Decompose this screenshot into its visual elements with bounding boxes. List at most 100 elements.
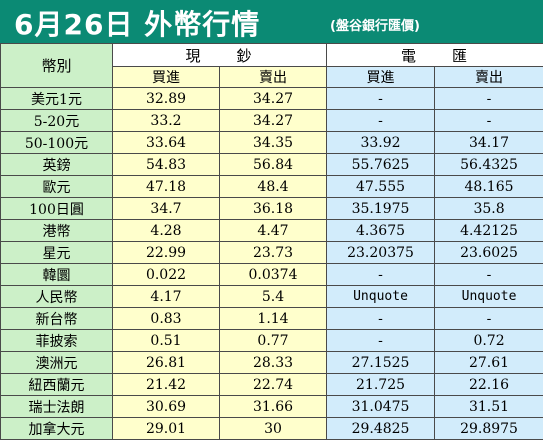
- cash-sell-value: 28.33: [218, 351, 328, 374]
- currency-name: 韓圜: [0, 263, 113, 286]
- wire-buy-value: 21.725: [326, 373, 436, 396]
- cash-sell-value: 23.73: [218, 241, 328, 264]
- wire-sell-value: 56.4325: [434, 153, 543, 176]
- cash-sell-value: 36.18: [218, 197, 328, 220]
- table-row: 英鎊 54.83 56.84 55.7625 56.4325: [0, 153, 543, 176]
- cash-sell-value: 1.14: [218, 307, 328, 330]
- wire-sell-value: Unquote: [434, 285, 543, 308]
- wire-buy-value: -: [326, 307, 436, 330]
- currency-header: 幣別: [0, 43, 113, 88]
- wire-buy-value: 27.1525: [326, 351, 436, 374]
- cash-buy-value: 30.69: [112, 395, 220, 418]
- cash-header: 現 鈔: [111, 43, 328, 67]
- wire-buy-value: -: [326, 263, 436, 286]
- cash-sell-value: 0.77: [218, 329, 328, 352]
- table-row: 紐西蘭元 21.42 22.74 21.725 22.16: [0, 373, 543, 396]
- cash-sell-value: 56.84: [218, 153, 328, 176]
- wire-sell-value: 29.8975: [434, 417, 543, 440]
- cash-buy-value: 26.81: [112, 351, 220, 374]
- wire-buy-value: 29.4825: [326, 417, 436, 440]
- table-row: 新台幣 0.83 1.14- -: [0, 307, 543, 330]
- wire-buy-value: Unquote: [326, 285, 436, 308]
- cash-sell-value: 34.35: [218, 131, 328, 154]
- table-row: 菲披索 0.51 0.77-0.72: [0, 329, 543, 352]
- currency-name: 紐西蘭元: [0, 373, 113, 396]
- wire-buy-value: -: [326, 329, 436, 352]
- wire-buy-value: 4.3675: [326, 219, 436, 242]
- table-row: 50-100元 33.64 34.35 33.92 34.17: [0, 131, 543, 154]
- wire-sell-value: -: [434, 87, 543, 110]
- header-row-groups: 幣別 現 鈔 電 匯: [0, 43, 543, 88]
- wire-header: 電 匯: [326, 43, 543, 67]
- currency-name: 菲披索: [0, 329, 113, 352]
- cash-buy-value: 0.83: [112, 307, 220, 330]
- wire-buy-value: 31.0475: [326, 395, 436, 418]
- table-row: 5-20元 33.2 34.27- -: [0, 109, 543, 132]
- table-row: 加拿大元 29.01 30 29.4825 29.8975: [0, 417, 543, 440]
- cash-buy-value: 0.51: [112, 329, 220, 352]
- table-row: 澳洲元 26.81 28.33 27.1525 27.61: [0, 351, 543, 374]
- wire-buy-value: 47.555: [326, 175, 436, 198]
- cash-buy-value: 34.7: [112, 197, 220, 220]
- cash-buy-value: 22.99: [112, 241, 220, 264]
- table-row: 100日圓 34.7 36.18 35.1975 35.8: [0, 197, 543, 220]
- wire-buy-value: 55.7625: [326, 153, 436, 176]
- currency-name: 澳洲元: [0, 351, 113, 374]
- table-row: 美元1元 32.89 34.27- -: [0, 87, 543, 110]
- rate-source: (盤谷銀行匯價): [330, 19, 420, 34]
- wire-sell-value: 22.16: [434, 373, 543, 396]
- table-row: 人民幣 4.17 5.4 Unquote Unquote: [0, 285, 543, 308]
- currency-name: 英鎊: [0, 153, 113, 176]
- wire-buy-value: 23.20375: [326, 241, 436, 264]
- wire-sell-value: 4.42125: [434, 219, 543, 242]
- wire-sell-value: -: [434, 109, 543, 132]
- cash-buy-value: 0.022: [112, 263, 220, 286]
- cash-sell-value: 22.74: [218, 373, 328, 396]
- wire-buy-header: 買進: [326, 66, 436, 88]
- currency-name: 美元1元: [0, 87, 113, 110]
- table-row: 歐元 47.18 48.4 47.555 48.165: [0, 175, 543, 198]
- currency-name: 5-20元: [0, 109, 113, 132]
- table-row: 港幣 4.28 4.47 4.3675 4.42125: [0, 219, 543, 242]
- cash-sell-value: 31.66: [218, 395, 328, 418]
- page-title: 6月26日 外幣行情: [14, 8, 261, 41]
- cash-sell-value: 48.4: [218, 175, 328, 198]
- currency-name: 歐元: [0, 175, 113, 198]
- cash-buy-value: 47.18: [112, 175, 220, 198]
- cash-buy-value: 54.83: [112, 153, 220, 176]
- cash-sell-value: 0.0374: [218, 263, 328, 286]
- cash-sell-value: 4.47: [218, 219, 328, 242]
- wire-sell-value: -: [434, 307, 543, 330]
- currency-name: 港幣: [0, 219, 113, 242]
- wire-buy-value: 33.92: [326, 131, 436, 154]
- currency-name: 星元: [0, 241, 113, 264]
- cash-sell-value: 34.27: [218, 109, 328, 132]
- currency-name: 100日圓: [0, 197, 113, 220]
- cash-sell-value: 30: [218, 417, 328, 440]
- wire-sell-value: 48.165: [434, 175, 543, 198]
- wire-sell-value: 34.17: [434, 131, 543, 154]
- cash-sell-value: 34.27: [218, 87, 328, 110]
- header-row-sides: 買進 賣出 買進 賣出: [1, 66, 543, 88]
- wire-sell-header: 賣出: [434, 66, 543, 88]
- wire-sell-value: 27.61: [434, 351, 543, 374]
- cash-sell-value: 5.4: [218, 285, 328, 308]
- wire-buy-value: -: [326, 109, 436, 132]
- table-row: 瑞士法朗 30.69 31.66 31.0475 31.51: [0, 395, 543, 418]
- cash-buy-value: 33.64: [112, 131, 220, 154]
- cash-buy-value: 4.28: [112, 219, 220, 242]
- cash-buy-value: 33.2: [112, 109, 220, 132]
- wire-sell-value: 35.8: [434, 197, 543, 220]
- cash-buy-header: 買進: [112, 66, 220, 88]
- currency-name: 新台幣: [0, 307, 113, 330]
- currency-name: 瑞士法朗: [0, 395, 113, 418]
- currency-name: 加拿大元: [0, 417, 113, 440]
- cash-sell-header: 賣出: [218, 66, 328, 88]
- cash-buy-value: 32.89: [112, 87, 220, 110]
- currency-name: 50-100元: [0, 131, 113, 154]
- wire-sell-value: 31.51: [434, 395, 543, 418]
- wire-sell-value: -: [434, 263, 543, 286]
- cash-buy-value: 29.01: [112, 417, 220, 440]
- cash-buy-value: 4.17: [112, 285, 220, 308]
- cash-buy-value: 21.42: [112, 373, 220, 396]
